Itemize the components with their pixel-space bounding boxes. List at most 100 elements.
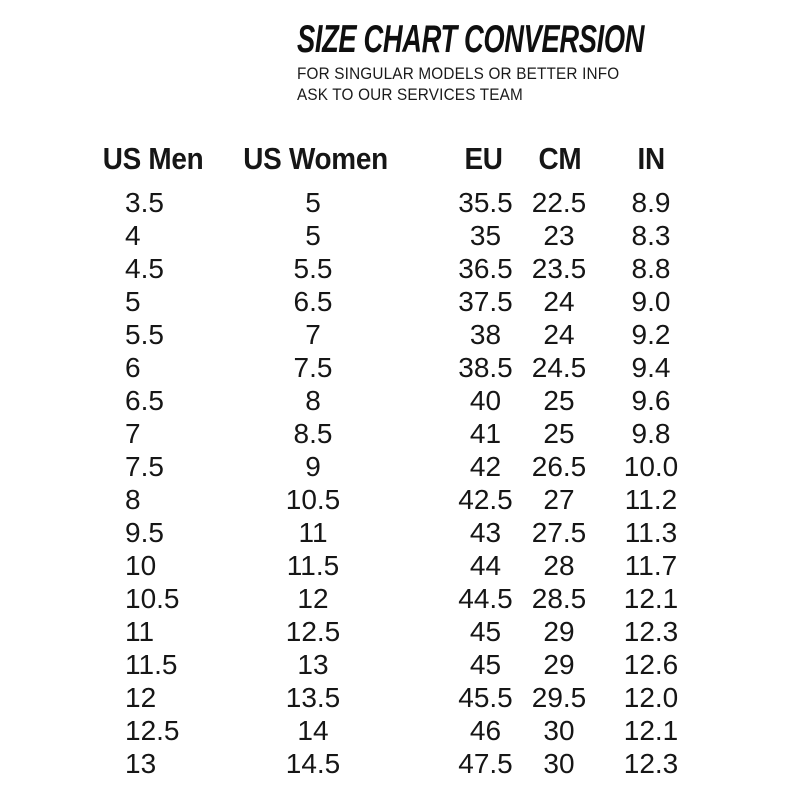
cell-us-women: 5.5 [293, 253, 333, 284]
cell-us-men: 10.5 [125, 583, 180, 614]
cell-us-men: 7.5 [125, 451, 164, 482]
cell-cm: 29 [543, 616, 575, 647]
table-row: 5.5 7 38 24 9.2 [100, 318, 700, 351]
cell-eu: 42.5 [458, 484, 513, 515]
cell-eu: 38 [469, 319, 502, 350]
cell-us-men: 11.5 [125, 649, 178, 680]
cell-eu: 41 [469, 418, 502, 449]
table-row: 6.5 8 40 25 9.6 [100, 384, 700, 417]
table-header-row: US Men US Women EU CM IN [100, 132, 700, 186]
cell-cm: 24 [543, 286, 575, 317]
col-header-in: IN [637, 141, 665, 176]
cell-cm: 27 [543, 484, 575, 515]
cell-us-women: 9 [305, 451, 321, 482]
table-row: 3.5 5 35.5 22.5 8.9 [100, 186, 700, 219]
cell-cm: 22.5 [531, 187, 587, 218]
col-header-us-women: US Women [242, 141, 388, 176]
cell-us-men: 9.5 [125, 517, 164, 548]
cell-us-men: 6.5 [125, 385, 164, 416]
cell-in: 9.2 [631, 319, 671, 350]
table-row: 11 12.5 45 29 12.3 [100, 615, 700, 648]
cell-eu: 44 [469, 550, 502, 581]
col-header-eu: EU [463, 141, 503, 176]
cell-cm: 28 [543, 550, 575, 581]
cell-us-men: 7 [125, 418, 141, 449]
cell-us-women: 12.5 [285, 616, 341, 647]
cell-eu: 36.5 [458, 253, 513, 284]
cell-us-men: 6 [125, 352, 141, 383]
cell-us-men: 12.5 [125, 715, 180, 746]
col-header-us-men: US Men [102, 141, 204, 176]
cell-eu: 38.5 [458, 352, 513, 383]
cell-cm: 29 [543, 649, 575, 680]
cell-cm: 30 [543, 715, 575, 746]
size-table-body: 3.5 5 35.5 22.5 8.9 4 5 35 23 8.3 4.5 5.5 36.5 23.5 8.… [100, 186, 700, 780]
cell-us-women: 7 [305, 319, 321, 350]
cell-cm: 27.5 [531, 517, 587, 548]
cell-cm: 24.5 [531, 352, 587, 383]
cell-us-women: 14 [297, 715, 329, 746]
cell-cm: 25 [543, 418, 575, 449]
cell-us-women: 13 [297, 649, 329, 680]
cell-us-women: 10.5 [285, 484, 341, 515]
page-subtitle: FOR SINGULAR MODELS OR BETTER INFO ASK T… [297, 63, 743, 105]
cell-us-women: 11 [298, 517, 328, 548]
cell-cm: 23 [543, 220, 575, 251]
cell-eu: 46 [469, 715, 502, 746]
cell-eu: 45 [469, 649, 502, 680]
cell-in: 11.2 [624, 484, 678, 515]
cell-us-women: 5 [305, 187, 321, 218]
col-header-cm: CM [538, 141, 581, 176]
table-row: 8 10.5 42.5 27 11.2 [100, 483, 700, 516]
cell-eu: 37.5 [458, 286, 513, 317]
table-row: 7.5 9 42 26.5 10.0 [100, 450, 700, 483]
cell-in: 8.9 [631, 187, 671, 218]
cell-us-women: 6.5 [293, 286, 333, 317]
size-table: US Men US Women EU CM IN 3.5 5 35.5 22.5 8.9… [100, 132, 700, 780]
table-row: 12 13.5 45.5 29.5 12.0 [100, 681, 700, 714]
cell-us-women: 5 [305, 220, 321, 251]
table-row: 4 5 35 23 8.3 [100, 219, 700, 252]
cell-eu: 45.5 [458, 682, 513, 713]
cell-eu: 35.5 [458, 187, 513, 218]
cell-cm: 29.5 [531, 682, 587, 713]
page-subtitle-line2: ASK TO OUR SERVICES TEAM [297, 85, 523, 104]
cell-in: 9.6 [631, 385, 671, 416]
cell-in: 12.3 [623, 616, 679, 647]
page-subtitle-line1: FOR SINGULAR MODELS OR BETTER INFO [297, 64, 620, 83]
cell-us-men: 5.5 [125, 319, 164, 350]
cell-us-men: 12 [125, 682, 157, 713]
cell-us-women: 14.5 [285, 748, 341, 779]
cell-us-men: 8 [125, 484, 141, 515]
table-row: 6 7.5 38.5 24.5 9.4 [100, 351, 700, 384]
cell-cm: 26.5 [531, 451, 587, 482]
cell-us-men: 5 [125, 286, 141, 317]
table-row: 5 6.5 37.5 24 9.0 [100, 285, 700, 318]
cell-us-women: 11.5 [286, 550, 340, 581]
cell-us-men: 4 [125, 220, 141, 251]
cell-in: 11.7 [624, 550, 678, 581]
cell-in: 9.8 [631, 418, 671, 449]
table-row: 9.5 11 43 27.5 11.3 [100, 516, 700, 549]
cell-eu: 35 [469, 220, 502, 251]
cell-us-women: 13.5 [285, 682, 341, 713]
cell-us-women: 8.5 [293, 418, 333, 449]
table-row: 10 11.5 44 28 11.7 [100, 549, 700, 582]
cell-cm: 25 [543, 385, 575, 416]
cell-us-women: 8 [305, 385, 321, 416]
table-row: 10.5 12 44.5 28.5 12.1 [100, 582, 700, 615]
cell-cm: 23.5 [531, 253, 587, 284]
cell-eu: 40 [469, 385, 502, 416]
cell-us-men: 4.5 [125, 253, 164, 284]
cell-eu: 45 [469, 616, 502, 647]
cell-in: 12.1 [623, 715, 679, 746]
cell-in: 12.0 [623, 682, 679, 713]
cell-in: 11.3 [624, 517, 678, 548]
table-row: 12.5 14 46 30 12.1 [100, 714, 700, 747]
cell-cm: 24 [543, 319, 575, 350]
table-row: 7 8.5 41 25 9.8 [100, 417, 700, 450]
table-row: 13 14.5 47.5 30 12.3 [100, 747, 700, 780]
cell-eu: 47.5 [458, 748, 513, 779]
cell-us-men: 10 [125, 550, 157, 581]
